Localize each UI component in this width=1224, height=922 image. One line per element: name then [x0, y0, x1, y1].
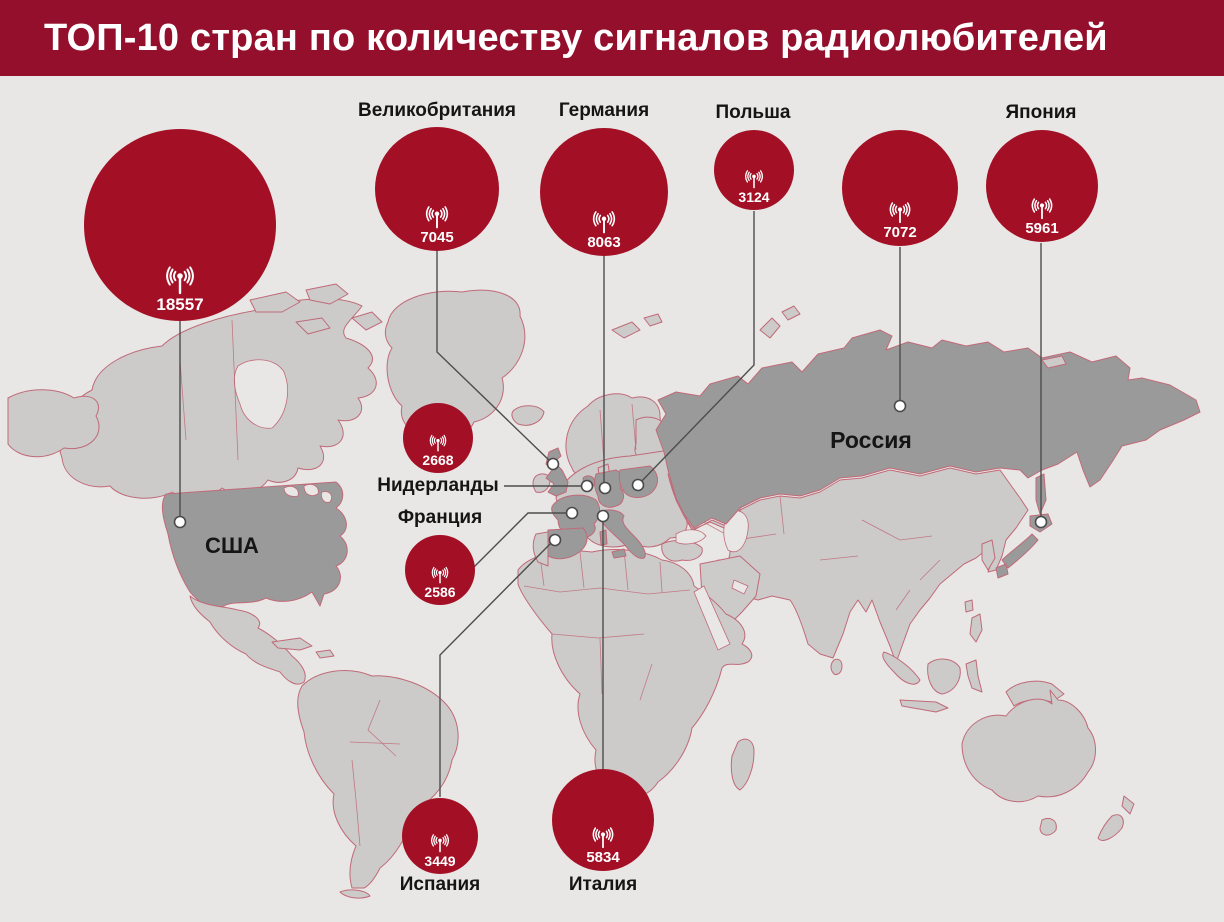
bubble-value-germany: 8063 [587, 234, 621, 251]
arctic-islands [249, 283, 383, 335]
persian-gulf [731, 579, 749, 595]
bubble-value-spain: 3449 [424, 853, 456, 869]
bubble-value-france: 2586 [424, 584, 456, 600]
bubble-value-usa: 18557 [156, 295, 204, 314]
leader-poland [637, 211, 755, 486]
sri-lanka [830, 658, 843, 675]
broadcast-icon [744, 170, 764, 189]
land-korea [981, 539, 996, 571]
land-mexico [189, 595, 306, 685]
map-point-netherlands [580, 479, 594, 493]
bubble-value-italy: 5834 [586, 849, 620, 866]
land-tasmania [1039, 817, 1057, 836]
great-lakes [283, 484, 332, 503]
leader-uk [436, 251, 554, 465]
country-label-germany: Германия [558, 100, 650, 121]
red-sea [693, 585, 731, 651]
bubble-usa: 18557 [84, 129, 276, 321]
broadcast-icon [889, 202, 911, 224]
broadcast-icon [429, 434, 447, 452]
leader-spain [439, 539, 555, 797]
land-ireland [532, 473, 551, 493]
land-borneo [927, 658, 961, 695]
land-sulawesi [965, 659, 983, 693]
map-point-poland [631, 478, 645, 492]
bubble-value-poland: 3124 [738, 189, 770, 205]
map-point-spain [548, 533, 562, 547]
broadcast-icon [430, 834, 450, 853]
svalbard [611, 313, 663, 339]
land-sumatra [882, 651, 921, 685]
black-sea [675, 529, 707, 545]
land-philippines [964, 599, 983, 643]
bubble-value-netherlands: 2668 [422, 452, 454, 468]
bubble-france: 2586 [405, 535, 475, 605]
map-point-russia [893, 399, 907, 413]
land-japan [995, 513, 1053, 579]
leader-france [471, 512, 571, 570]
map-points [173, 399, 1048, 547]
map-point-japan [1034, 515, 1048, 529]
land-australia [961, 689, 1096, 803]
country-label-usa: США [205, 533, 259, 558]
leader-lines [179, 211, 1042, 797]
bubble-spain: 3449 [402, 798, 478, 874]
tierra-del-fuego [339, 889, 371, 899]
bubble-germany: 8063 [540, 128, 668, 256]
country-label-france: Франция [397, 507, 483, 528]
broadcast-icon [592, 827, 614, 849]
bubble-netherlands: 2668 [403, 403, 473, 473]
country-label-spain: Испания [399, 874, 481, 895]
bubble-uk: 7045 [375, 127, 499, 251]
map-point-uk [546, 457, 560, 471]
map-point-usa [173, 515, 187, 529]
country-label-italy: Италия [568, 874, 638, 895]
page-title: ТОП-10 стран по количеству сигналов ради… [44, 17, 1108, 59]
map-point-germany [598, 481, 612, 495]
land-uk [545, 447, 569, 497]
bubble-japan: 5961 [986, 130, 1098, 242]
map-point-france [565, 506, 579, 520]
bubble-poland: 3124 [714, 130, 794, 210]
land-iceland [511, 405, 545, 426]
land-madagascar [730, 738, 755, 791]
land-java [899, 699, 949, 713]
country-label-uk: Великобритания [357, 100, 517, 121]
land-usa [161, 481, 348, 608]
bubble-value-uk: 7045 [420, 229, 454, 246]
land-russia [655, 329, 1201, 529]
bubble-value-russia: 7072 [883, 224, 917, 241]
broadcast-icon [425, 206, 449, 229]
broadcast-icon [592, 211, 616, 234]
country-label-russia: Россия [830, 427, 912, 453]
novaya-zemlya [759, 305, 1067, 369]
bubble-value-japan: 5961 [1025, 220, 1059, 237]
bubble-italy: 5834 [552, 769, 654, 871]
title-banner: ТОП-10 стран по количеству сигналов ради… [0, 0, 1224, 76]
country-label-japan: Япония [1005, 102, 1077, 123]
broadcast-icon [431, 566, 449, 584]
land-new-zealand [1097, 795, 1135, 841]
land-africa [517, 549, 753, 798]
land-alaska [7, 389, 100, 458]
broadcast-icon [1031, 198, 1053, 220]
land-south-america [297, 670, 459, 889]
country-label-netherlands: Нидерланды [377, 475, 499, 496]
caspian-sea [723, 510, 749, 553]
country-label-poland: Польша [715, 102, 791, 123]
hudson-bay [234, 359, 288, 429]
land-new-guinea [1005, 680, 1065, 707]
bubble-russia: 7072 [842, 130, 958, 246]
caribbean-islands [271, 637, 335, 659]
broadcast-icon [166, 266, 194, 295]
map-point-italy [596, 509, 610, 523]
